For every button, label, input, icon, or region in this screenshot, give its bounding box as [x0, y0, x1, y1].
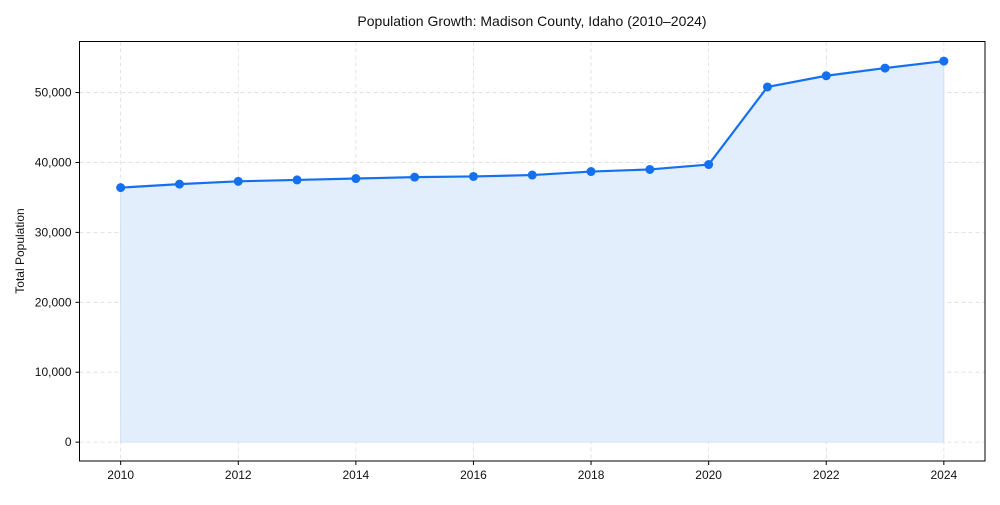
- x-tick-label: 2014: [343, 468, 370, 482]
- y-axis: 0 10,000 20,000 30,000 40,000 50,000: [35, 86, 80, 449]
- data-point: [880, 63, 890, 73]
- x-tick-label: 2016: [460, 468, 487, 482]
- plot-frame: [79, 41, 986, 462]
- x-axis: 2010 2012 2014 2016 2018 2020 2022 2024: [107, 461, 958, 482]
- x-tick-label: 2024: [930, 468, 957, 482]
- data-point: [762, 82, 772, 92]
- x-tick-label: 2012: [225, 468, 252, 482]
- data-point: [939, 56, 949, 66]
- data-point: [527, 170, 537, 180]
- data-markers: [116, 56, 949, 193]
- data-point: [292, 175, 302, 185]
- data-point: [468, 171, 478, 181]
- y-tick-label: 50,000: [35, 86, 72, 100]
- chart-title: Population Growth: Madison County, Idaho…: [357, 13, 706, 29]
- y-tick-label: 10,000: [35, 365, 72, 379]
- y-tick-label: 20,000: [35, 295, 72, 309]
- data-point: [821, 71, 831, 81]
- data-point: [116, 183, 126, 193]
- data-point: [174, 179, 184, 189]
- data-point: [410, 172, 420, 182]
- x-tick-label: 2022: [813, 468, 840, 482]
- x-tick-label: 2020: [695, 468, 722, 482]
- data-point: [704, 160, 714, 170]
- data-point: [351, 174, 361, 184]
- data-point: [645, 164, 655, 174]
- x-tick-label: 2010: [107, 468, 134, 482]
- area-fill: [120, 60, 945, 443]
- data-point: [586, 167, 596, 177]
- area-polygon: [120, 60, 945, 443]
- x-tick-label: 2018: [578, 468, 605, 482]
- y-axis-label: Total Population: [13, 208, 27, 293]
- y-tick-label: 0: [65, 435, 72, 449]
- y-tick-label: 30,000: [35, 225, 72, 239]
- y-tick-label: 40,000: [35, 155, 72, 169]
- data-point: [233, 176, 243, 186]
